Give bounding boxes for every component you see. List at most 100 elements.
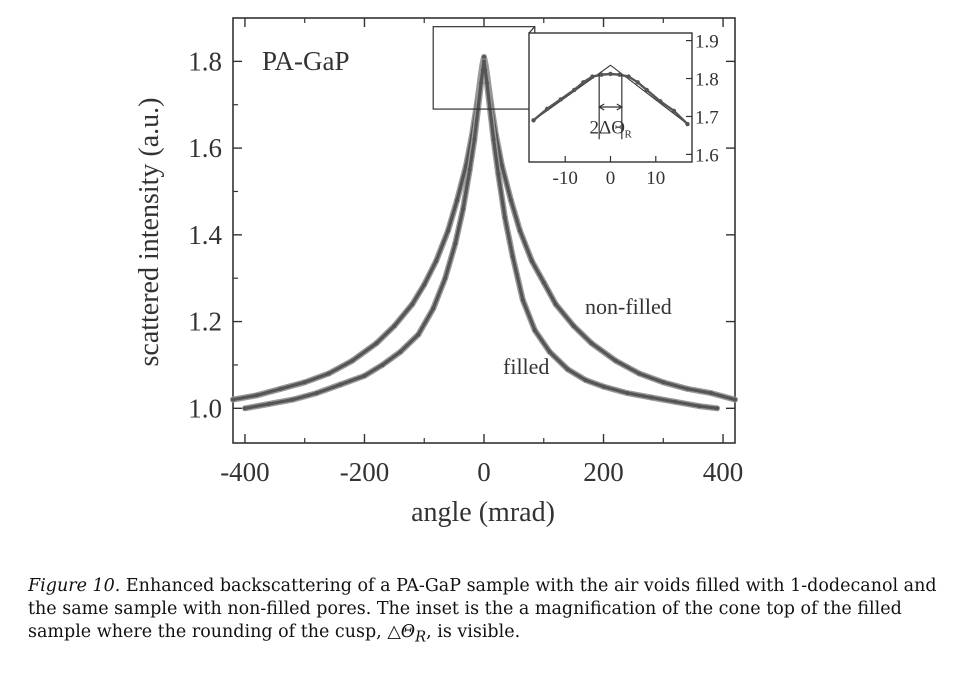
data-point xyxy=(709,391,714,396)
data-point xyxy=(326,371,331,376)
inset-marker-arrowhead xyxy=(616,103,623,111)
caption-symbol-subscript: R xyxy=(415,628,427,646)
main-plot-area: -400 -200 0 200 400 1.0 1.2 1.4 1.6 1.8 xyxy=(188,17,743,487)
caption-label: Figure 10. xyxy=(28,576,121,596)
data-point xyxy=(410,302,415,307)
series-label-non-filled: non-filled xyxy=(585,294,672,319)
caption-text: Enhanced backscattering of a PA-GaP samp… xyxy=(28,576,937,642)
data-point xyxy=(455,198,460,203)
zoom-connector xyxy=(528,26,536,34)
data-point xyxy=(431,306,436,311)
data-point xyxy=(467,167,472,172)
data-point xyxy=(278,386,283,391)
data-point xyxy=(314,391,319,396)
data-point xyxy=(491,137,496,142)
inset-plot-area: 1.6 1.7 1.8 1.9 -10 0 10 2ΔΘ R xyxy=(432,26,719,189)
data-point xyxy=(290,397,295,402)
inset-y-tick-label: 1.7 xyxy=(695,107,719,128)
inset-frame xyxy=(528,32,693,163)
data-point xyxy=(374,341,379,346)
y-tick-label: 1.8 xyxy=(188,46,222,76)
data-point xyxy=(482,55,486,60)
data-point xyxy=(434,258,439,263)
data-point xyxy=(479,81,484,86)
inset-x-tick-label: 0 xyxy=(606,168,616,189)
inset-x-tick-label: 10 xyxy=(646,168,665,189)
data-point xyxy=(613,358,618,363)
inset-y-tick-label: 1.8 xyxy=(695,70,719,91)
inset-data-point xyxy=(572,87,577,93)
x-tick-label: -200 xyxy=(340,457,390,487)
main-curves xyxy=(230,54,738,412)
y-tick-label: 1.0 xyxy=(188,393,222,423)
data-point xyxy=(529,258,534,263)
data-point xyxy=(443,276,448,281)
data-point xyxy=(601,384,606,389)
data-point xyxy=(499,163,504,168)
data-point xyxy=(510,254,515,259)
data-point xyxy=(571,323,576,328)
inset-data-point xyxy=(599,72,604,77)
inset-data-point xyxy=(658,99,663,104)
data-point xyxy=(649,395,654,400)
caption-symbol: △Θ xyxy=(387,622,416,642)
data-point xyxy=(697,404,702,409)
data-point xyxy=(416,332,421,337)
data-point xyxy=(496,172,501,177)
inset-y-tick-label: 1.6 xyxy=(695,145,719,166)
data-point xyxy=(483,68,488,73)
figure-caption: Figure 10. Enhanced backscattering of a … xyxy=(28,575,948,649)
data-point xyxy=(673,399,678,404)
data-point xyxy=(380,362,385,367)
x-axis-label: angle (mrad) xyxy=(411,497,555,528)
x-tick-label: 200 xyxy=(583,457,624,487)
data-point xyxy=(532,328,537,333)
data-point xyxy=(565,367,570,372)
data-point xyxy=(242,406,247,411)
data-point xyxy=(583,378,588,383)
data-point xyxy=(350,358,355,363)
data-point xyxy=(685,386,690,391)
inset-data-point xyxy=(531,118,536,123)
inset-annotation: 2ΔΘ xyxy=(590,118,625,139)
y-tick-label: 1.2 xyxy=(188,307,222,337)
data-point xyxy=(302,380,307,385)
y-tick-label: 1.4 xyxy=(188,220,222,250)
caption-end: , is visible. xyxy=(426,622,521,642)
inset-cusp-lines xyxy=(533,64,688,125)
data-point xyxy=(464,163,469,168)
inset-data-point xyxy=(644,87,649,93)
inset-data-point xyxy=(590,74,595,79)
inset-data-point xyxy=(581,80,586,85)
data-point xyxy=(502,215,507,220)
inset-data-point xyxy=(558,97,563,102)
data-point xyxy=(541,280,546,285)
inset-data-point xyxy=(635,80,640,85)
data-point xyxy=(484,81,489,86)
data-point xyxy=(266,401,271,406)
data-point xyxy=(231,397,235,402)
inset-y-tick-label: 1.9 xyxy=(695,32,719,53)
x-tick-label: -400 xyxy=(220,457,270,487)
inset-data-point xyxy=(671,108,677,113)
data-point xyxy=(338,382,343,387)
data-point xyxy=(446,228,451,233)
data-point xyxy=(453,241,458,246)
data-point xyxy=(625,391,630,396)
data-point xyxy=(547,349,552,354)
data-point xyxy=(482,59,486,64)
x-tick-label: 0 xyxy=(477,457,491,487)
data-point xyxy=(517,228,522,233)
inset-data-point xyxy=(685,121,690,127)
data-point xyxy=(508,198,513,203)
data-point xyxy=(392,323,397,328)
data-point xyxy=(398,349,403,354)
inset-annotation-subscript: R xyxy=(625,129,633,141)
data-point xyxy=(661,380,666,385)
data-point xyxy=(461,206,466,211)
inset-marker-arrowhead xyxy=(598,103,605,111)
data-point xyxy=(553,302,558,307)
data-point xyxy=(637,371,642,376)
y-tick-label: 1.6 xyxy=(188,133,222,163)
inset-data-point xyxy=(544,106,550,112)
